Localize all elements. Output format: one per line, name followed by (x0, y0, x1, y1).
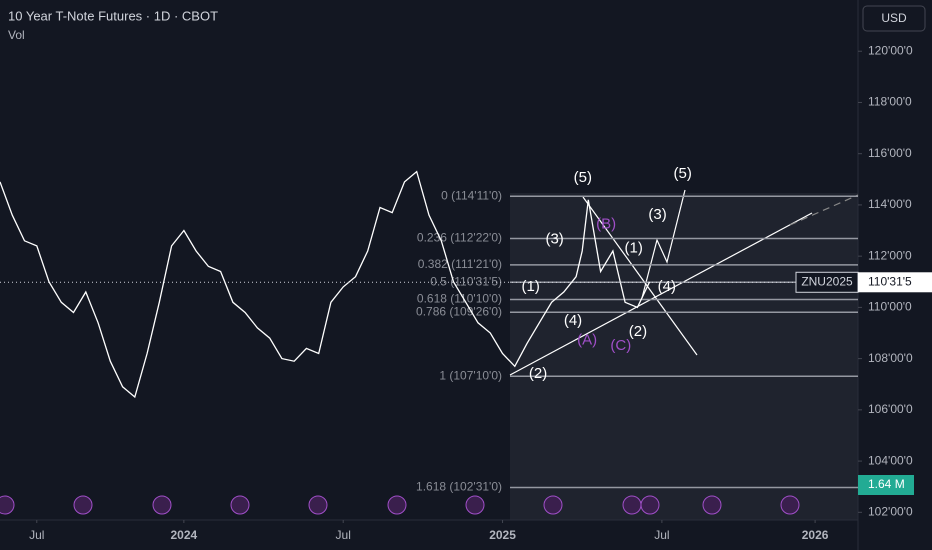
wave-label: (B) (596, 215, 616, 232)
wave-label: (2) (529, 365, 547, 382)
y-tick-label: 104'00'0 (868, 453, 913, 467)
x-tick-label: 2025 (489, 528, 516, 542)
wave-label: (1) (625, 239, 643, 256)
x-tick-label: Jul (654, 528, 669, 542)
event-icons (0, 495, 800, 515)
price-tag-label: 110'31'5 (868, 274, 912, 288)
wave-label: (4) (658, 278, 676, 295)
volume-tag-label: 1.64 M (868, 477, 905, 491)
x-tick-label: Jul (29, 528, 44, 542)
fib-label: 0.5 (110'31'5) (430, 274, 502, 288)
y-tick-label: 118'00'0 (868, 95, 912, 109)
y-tick-label: 108'00'0 (868, 351, 913, 365)
price-tag (858, 272, 932, 293)
fib-label: 0.236 (112'22'0) (417, 231, 502, 245)
trend-line (582, 196, 698, 356)
fib-label: 1.618 (102'31'0) (416, 480, 502, 494)
x-tick-label: Jul (336, 528, 351, 542)
wave-label: (C) (610, 337, 631, 354)
volume-tag (858, 475, 914, 495)
indicator-label: Vol (8, 28, 25, 42)
y-tick-label: 110'00'0 (868, 300, 912, 314)
trend-line (789, 194, 859, 226)
fib-label: 0.618 (110'10'0) (417, 292, 502, 306)
wave-label: (1) (522, 278, 540, 295)
chart-title: 10 Year T-Note Futures · 1D · CBOT (8, 8, 218, 23)
trend-line (509, 212, 813, 376)
y-tick-label: 112'00'0 (868, 248, 912, 262)
fib-label: 0 (114'11'0) (441, 188, 502, 202)
fib-zone (510, 193, 858, 520)
y-tick-label: 116'00'0 (868, 146, 912, 160)
wave-label: (5) (674, 165, 692, 182)
fib-label: 0.382 (111'21'0) (418, 257, 502, 271)
y-tick-label: 102'00'0 (868, 504, 913, 518)
wave-label: (3) (648, 206, 666, 223)
price-line (0, 170, 651, 399)
currency[interactable]: USD (881, 11, 907, 25)
x-tick-label: 2024 (171, 528, 198, 542)
y-tick-label: 106'00'0 (868, 402, 913, 416)
y-tick-label: 120'00'0 (868, 43, 913, 57)
wave-label: (5) (574, 169, 592, 186)
wave-label: (4) (564, 312, 582, 329)
drawings (509, 189, 859, 376)
y-tick-label: 114'00'0 (868, 197, 912, 211)
fib-label: 0.786 (109'26'0) (416, 304, 502, 318)
fib-label: 1 (107'10'0) (439, 368, 502, 382)
symbol-tag-label: ZNU2025 (801, 274, 853, 288)
x-tick-label: 2026 (802, 528, 829, 542)
currency-button[interactable] (862, 5, 926, 32)
wave-label: (A) (577, 332, 597, 349)
wave-path (641, 189, 686, 299)
wave-label: (3) (545, 230, 563, 247)
wave-label: (2) (629, 323, 647, 340)
